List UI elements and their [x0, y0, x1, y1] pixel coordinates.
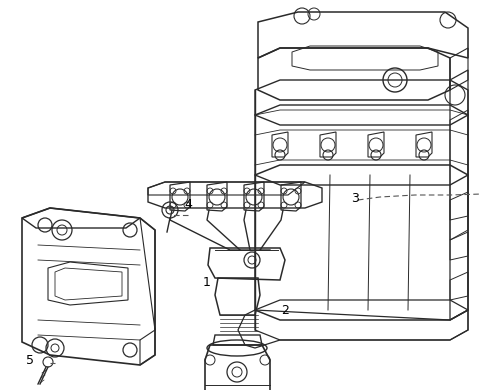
Text: 4: 4	[184, 199, 192, 211]
Text: 1: 1	[203, 275, 211, 289]
Text: 5: 5	[26, 353, 34, 367]
Text: 2: 2	[281, 303, 289, 317]
Text: 3: 3	[351, 191, 359, 204]
